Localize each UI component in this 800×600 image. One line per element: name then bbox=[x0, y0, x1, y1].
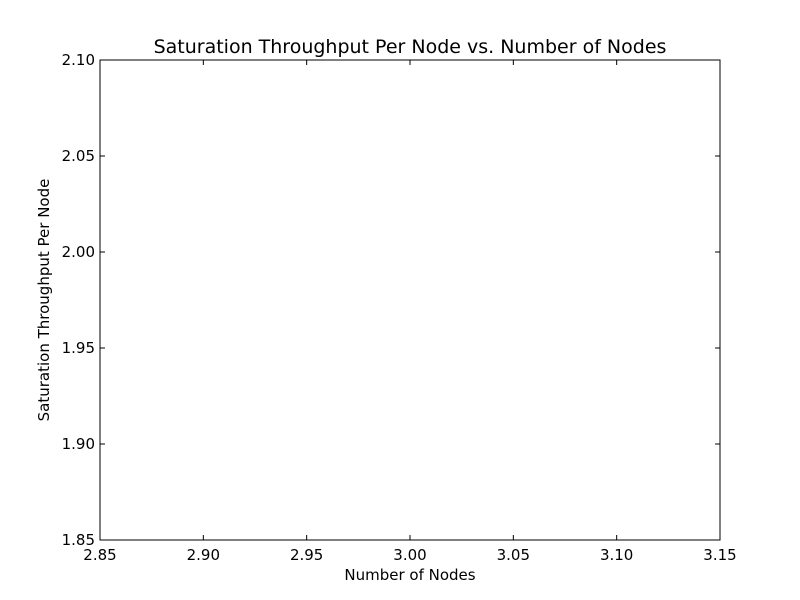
y-tick-label: 2.00 bbox=[62, 243, 95, 261]
y-tick-label: 1.85 bbox=[62, 531, 95, 549]
axes-frame bbox=[99, 59, 721, 541]
y-tick-label: 2.05 bbox=[62, 147, 95, 165]
y-axis-ticks: 1.85 1.90 1.95 2.00 2.05 2.10 bbox=[62, 51, 720, 549]
x-tick-label: 2.95 bbox=[290, 546, 323, 564]
y-tick-label: 1.95 bbox=[62, 339, 95, 357]
x-tick-label: 3.15 bbox=[703, 546, 736, 564]
x-tick-label: 2.90 bbox=[187, 546, 220, 564]
chart-title: Saturation Throughput Per Node vs. Numbe… bbox=[154, 36, 667, 58]
y-tick-label: 1.90 bbox=[62, 435, 95, 453]
x-tick-label: 2.85 bbox=[83, 546, 116, 564]
y-tick-label: 2.10 bbox=[62, 51, 95, 69]
y-axis-label: Saturation Throughput Per Node bbox=[35, 179, 53, 422]
x-axis-ticks: 2.85 2.90 2.95 3.00 3.05 3.10 3.15 bbox=[83, 60, 737, 564]
x-axis-label: Number of Nodes bbox=[344, 566, 475, 584]
x-tick-label: 3.00 bbox=[393, 546, 426, 564]
x-tick-label: 3.10 bbox=[600, 546, 633, 564]
x-tick-label: 3.05 bbox=[497, 546, 530, 564]
plot-area bbox=[99, 59, 721, 541]
